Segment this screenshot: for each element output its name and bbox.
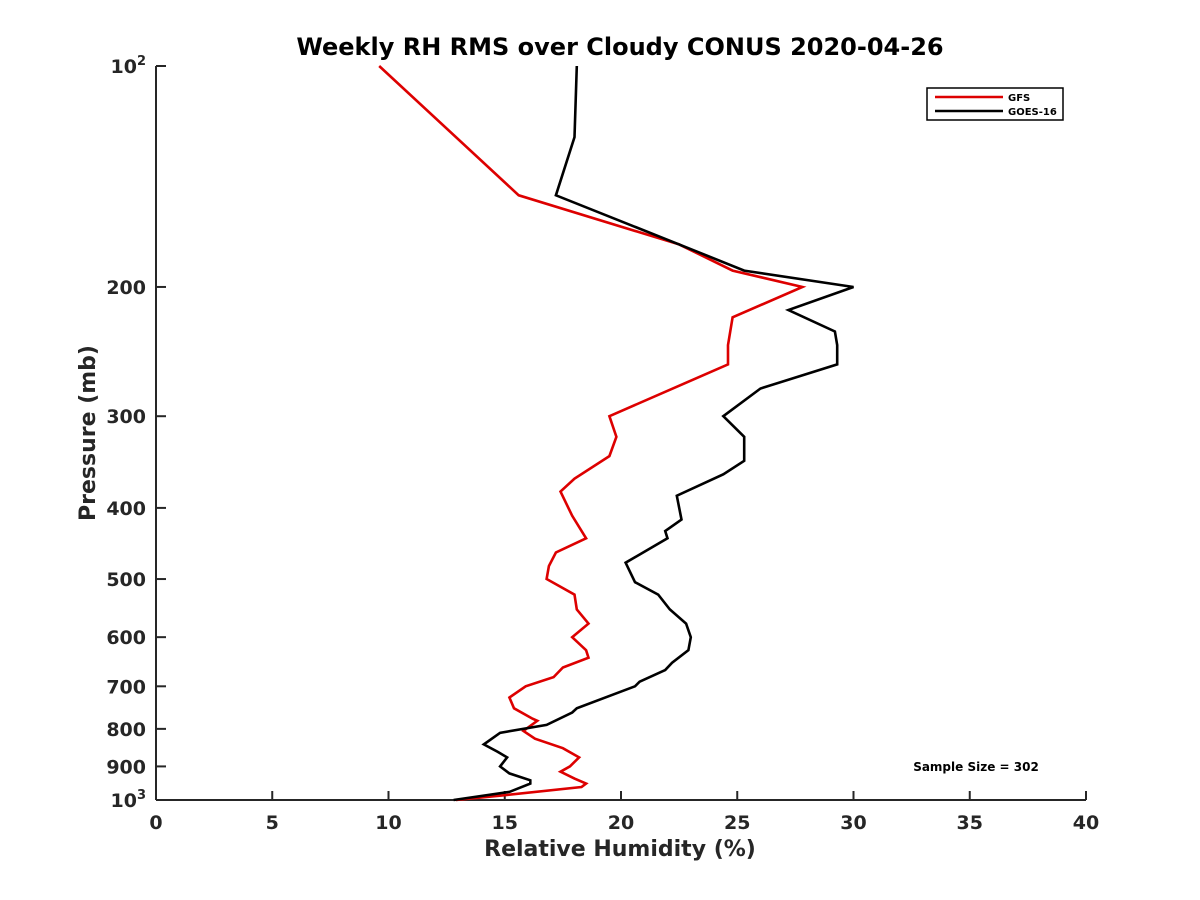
y-tick-label: 103 <box>111 788 147 812</box>
legend-box <box>926 87 1064 121</box>
y-tick-label: 800 <box>106 719 146 741</box>
axes <box>155 66 1086 801</box>
x-tick-label: 25 <box>724 812 750 834</box>
y-tick-label: 200 <box>106 277 146 299</box>
x-axis-label: Relative Humidity (%) <box>484 837 756 862</box>
x-tick-label: 20 <box>608 812 634 834</box>
y-tick-label: 400 <box>106 498 146 520</box>
chart-title: Weekly RH RMS over Cloudy CONUS 2020-04-… <box>296 33 943 61</box>
sample-size-annotation: Sample Size = 302 <box>913 760 1039 774</box>
x-tick-label: 30 <box>840 812 866 834</box>
y-tick-label: 102 <box>111 54 147 78</box>
legend: GFS GOES-16 <box>926 87 1064 121</box>
x-axis-ticks: 0 5 10 15 20 25 30 35 40 <box>149 791 1099 834</box>
data-series <box>378 65 854 802</box>
legend-label-gfs: GFS <box>1008 93 1030 104</box>
x-tick-label: 10 <box>375 812 401 834</box>
x-tick-label: 5 <box>266 812 279 834</box>
y-tick-label: 500 <box>106 569 146 591</box>
x-tick-label: 15 <box>492 812 518 834</box>
legend-label-goes16: GOES-16 <box>1008 107 1057 118</box>
series-line-gfs <box>378 65 807 802</box>
x-tick-label: 40 <box>1073 812 1099 834</box>
x-tick-label: 35 <box>957 812 983 834</box>
y-axis-ticks: 102 200 300 400 500 600 700 800 900 103 <box>106 54 166 812</box>
y-tick-label: 600 <box>106 627 146 649</box>
series-line-goes16 <box>453 65 854 802</box>
y-tick-label: 300 <box>106 406 146 428</box>
y-tick-label: 900 <box>106 756 146 778</box>
y-axis-label: Pressure (mb) <box>76 345 101 521</box>
x-tick-label: 0 <box>149 812 162 834</box>
y-tick-label: 700 <box>106 676 146 698</box>
